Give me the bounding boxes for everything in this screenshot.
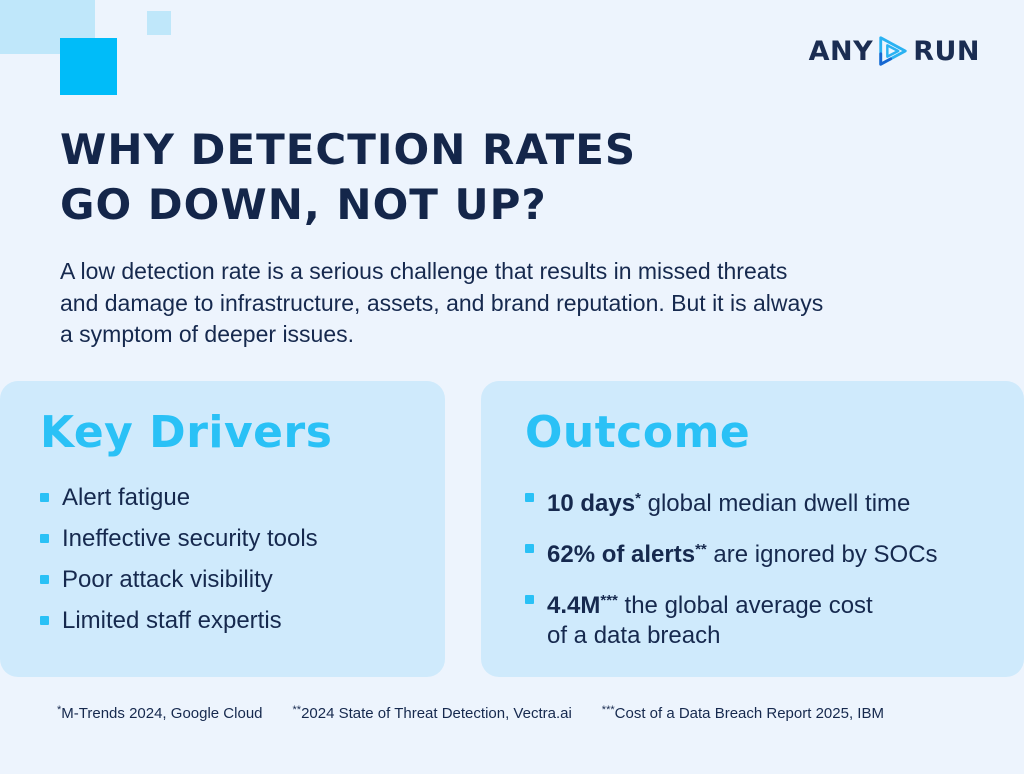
bullet-square-icon (525, 595, 534, 604)
intro-paragraph: A low detection rate is a serious challe… (60, 256, 823, 351)
list-item-label: Alert fatigue (62, 484, 191, 511)
bullet-square-icon (525, 493, 534, 502)
list-item-label: 4.4M*** the global average cost of a data… (547, 592, 873, 649)
logo-text-run: RUN (913, 35, 980, 67)
outcome-title: Outcome (525, 407, 751, 458)
key-drivers-list: Alert fatigue Ineffective security tools… (40, 483, 415, 635)
intro-line: a symptom of deeper issues. (60, 321, 355, 347)
bullet-square-icon (40, 534, 49, 543)
key-drivers-card: Key Drivers Alert fatigue Ineffective se… (0, 381, 445, 677)
list-item-label: Poor attack visibility (62, 566, 273, 593)
bullet-square-icon (40, 493, 49, 502)
list-item: Ineffective security tools (40, 524, 415, 553)
list-item: 4.4M*** the global average cost of a data… (525, 585, 1004, 651)
list-item-label: Ineffective security tools (62, 525, 318, 552)
outcome-card: Outcome 10 days* global median dwell tim… (481, 381, 1024, 677)
list-item: Limited staff expertis (40, 606, 415, 635)
page-title-line1: WHY DETECTION RATES (60, 125, 637, 174)
list-item-label: 10 days* global median dwell time (547, 490, 911, 517)
footnote: *M-Trends 2024, Google Cloud (57, 704, 263, 722)
list-item-label: Limited staff expertis (62, 607, 282, 634)
deco-square-small-icon (147, 11, 171, 35)
page-title-line2: GO DOWN, NOT UP? (60, 180, 547, 229)
footnote: ***Cost of a Data Breach Report 2025, IB… (601, 704, 884, 722)
anyrun-logo: ANY RUN (809, 34, 980, 68)
list-item: Alert fatigue (40, 483, 415, 512)
list-item: Poor attack visibility (40, 565, 415, 594)
bullet-square-icon (40, 616, 49, 625)
intro-line: A low detection rate is a serious challe… (60, 258, 788, 284)
key-drivers-title: Key Drivers (40, 407, 333, 458)
list-item: 10 days* global median dwell time (525, 483, 1004, 519)
page-title: WHY DETECTION RATES GO DOWN, NOT UP? (60, 122, 636, 232)
bullet-square-icon (40, 575, 49, 584)
anyrun-play-icon (876, 34, 910, 68)
footnotes: *M-Trends 2024, Google Cloud **2024 Stat… (57, 703, 884, 722)
bullet-square-icon (525, 544, 534, 553)
list-item: 62% of alerts** are ignored by SOCs (525, 534, 1004, 570)
deco-square-bright-icon (60, 38, 117, 95)
logo-text-any: ANY (808, 35, 874, 67)
list-item-label: 62% of alerts** are ignored by SOCs (547, 541, 938, 568)
intro-line: and damage to infrastructure, assets, an… (60, 289, 824, 316)
footnote: **2024 State of Threat Detection, Vectra… (292, 704, 572, 722)
outcome-list: 10 days* global median dwell time 62% of… (525, 483, 1004, 651)
